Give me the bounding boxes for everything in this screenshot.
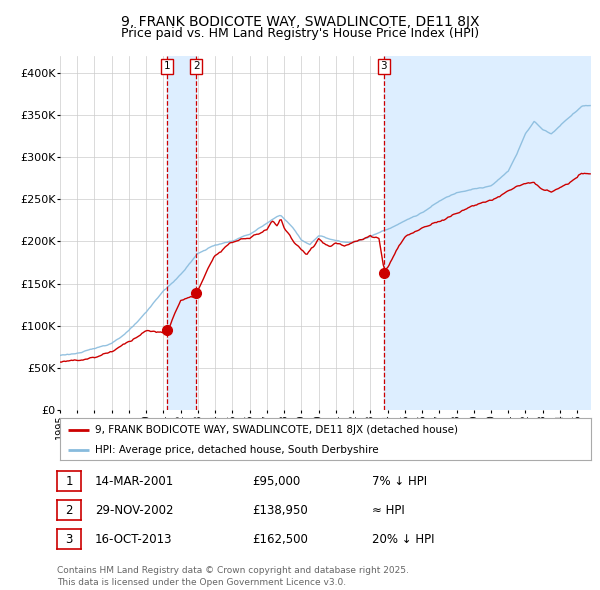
Text: 7% ↓ HPI: 7% ↓ HPI	[372, 475, 427, 488]
Text: 2: 2	[193, 61, 200, 71]
Text: 9, FRANK BODICOTE WAY, SWADLINCOTE, DE11 8JX (detached house): 9, FRANK BODICOTE WAY, SWADLINCOTE, DE11…	[95, 425, 458, 435]
Text: 20% ↓ HPI: 20% ↓ HPI	[372, 533, 434, 546]
Bar	[167, 56, 196, 410]
Text: 3: 3	[380, 61, 387, 71]
Text: 9, FRANK BODICOTE WAY, SWADLINCOTE, DE11 8JX: 9, FRANK BODICOTE WAY, SWADLINCOTE, DE11…	[121, 15, 479, 29]
Text: ≈ HPI: ≈ HPI	[372, 504, 405, 517]
Text: £162,500: £162,500	[252, 533, 308, 546]
Text: 1: 1	[163, 61, 170, 71]
Bar	[384, 56, 591, 410]
Text: 29-NOV-2002: 29-NOV-2002	[95, 504, 173, 517]
Text: 2: 2	[65, 504, 73, 517]
Text: Price paid vs. HM Land Registry's House Price Index (HPI): Price paid vs. HM Land Registry's House …	[121, 27, 479, 40]
Text: £95,000: £95,000	[252, 475, 300, 488]
Text: 14-MAR-2001: 14-MAR-2001	[95, 475, 174, 488]
Text: 1: 1	[65, 475, 73, 488]
Text: £138,950: £138,950	[252, 504, 308, 517]
Text: HPI: Average price, detached house, South Derbyshire: HPI: Average price, detached house, Sout…	[95, 445, 378, 454]
Text: Contains HM Land Registry data © Crown copyright and database right 2025.
This d: Contains HM Land Registry data © Crown c…	[57, 566, 409, 587]
Text: 3: 3	[65, 533, 73, 546]
Text: 16-OCT-2013: 16-OCT-2013	[95, 533, 172, 546]
